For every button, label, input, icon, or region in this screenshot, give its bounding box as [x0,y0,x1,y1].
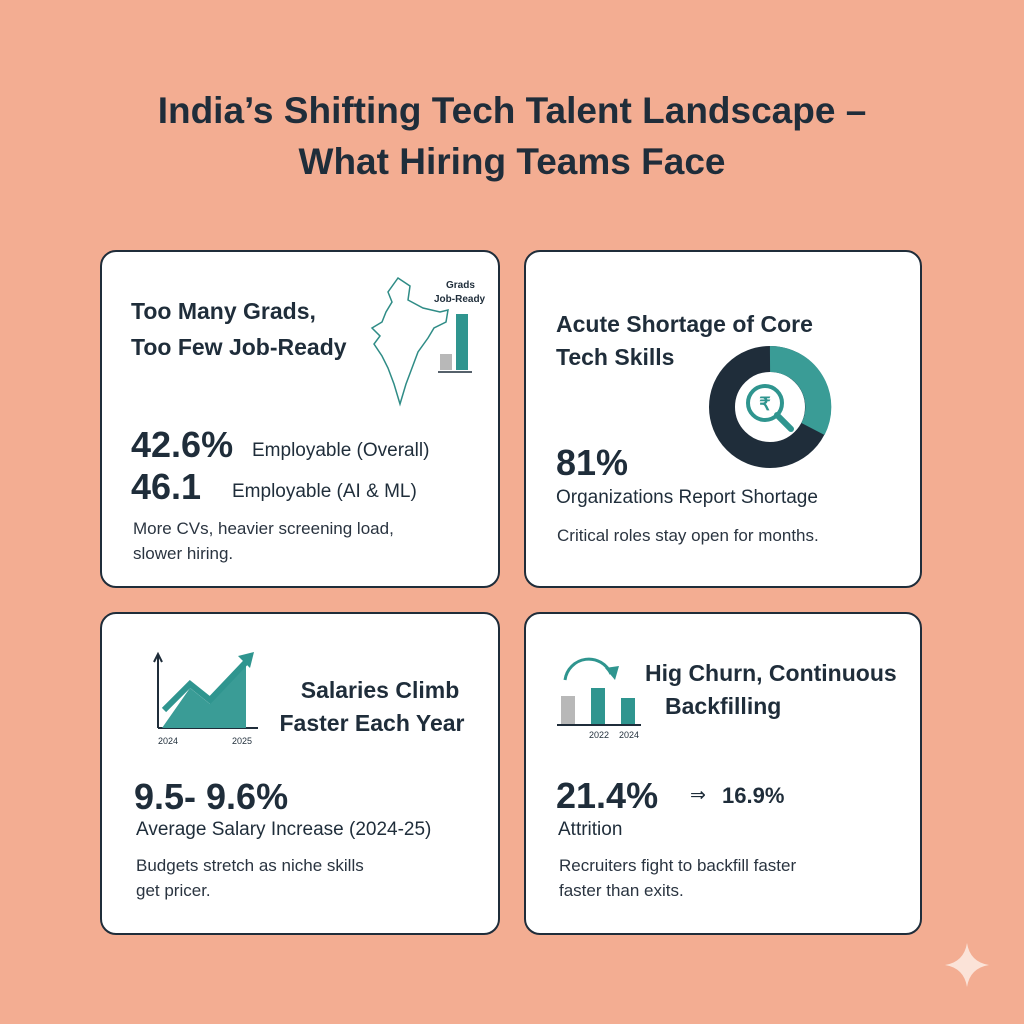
card-heading: Too Few Job-Ready [131,334,347,360]
india-map-icon: Grads Job-Ready [370,276,486,407]
growth-chart-icon: 2024 2025 [153,651,258,746]
card-heading: Backfilling [665,693,782,719]
card-heading: Too Many Grads, [131,298,316,324]
note: Critical roles stay open for months. [557,526,819,545]
stat-value: 42.6% [131,424,234,465]
stat-target: 16.9% [722,783,785,808]
stat-label: Average Salary Increase (2024-25) [136,819,432,840]
card-heading: Acute Shortage of Core [556,311,813,337]
icon-label: 2025 [232,736,252,746]
note: slower hiring. [133,544,234,563]
icon-label: 2022 [589,730,609,740]
title: India’s Shifting Tech Talent Landscape – [157,90,867,131]
title: What Hiring Teams Face [298,141,726,182]
stat-label: Employable (AI & ML) [232,481,417,502]
card-heading: Salaries Climb [300,677,460,703]
icon-symbol: ₹ [759,394,771,414]
icon-label: Grads [446,280,475,291]
icon-label: Job-Ready [434,294,486,305]
stat-value: 21.4% [556,775,659,816]
note: get pricer. [136,881,211,900]
card-heading: Hig Churn, Continuous [645,660,897,686]
card [100,250,500,588]
note: Recruiters fight to backfill faster [559,856,797,875]
churn-icon: 2022 2024 [557,657,641,740]
donut-icon: ₹ [709,345,832,468]
icon-label: 2024 [619,730,639,740]
note: faster than exits. [559,881,684,900]
card-heading: Tech Skills [556,344,675,370]
card-heading: Faster Each Year [279,710,465,736]
icon-label: 2024 [158,736,178,746]
stat-label: Employable (Overall) [252,440,430,461]
stat-value: 46.1 [131,466,202,507]
stat-value: 81% [556,442,629,483]
note: Budgets stretch as niche skills [136,856,364,875]
sparkle [945,943,989,987]
stat-arrow: ⇒ [690,785,706,806]
card [524,612,922,935]
stat-value: 9.5- 9.6% [134,776,289,817]
card [100,612,500,935]
stat-label: Organizations Report Shortage [556,487,818,508]
stat-label: Attrition [558,819,623,840]
note: More CVs, heavier screening load, [133,519,394,538]
